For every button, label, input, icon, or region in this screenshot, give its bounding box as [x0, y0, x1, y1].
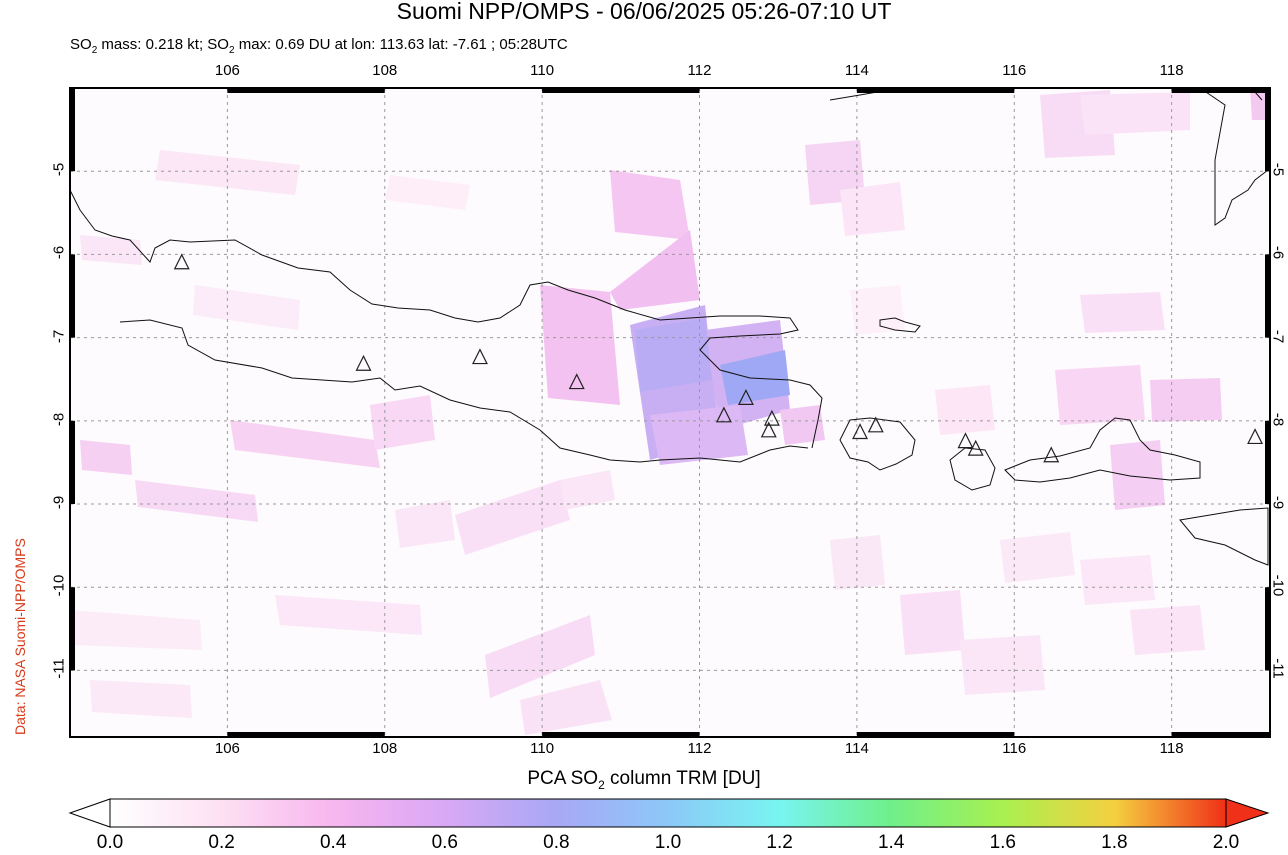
- volcano-triangle-icon: [715, 406, 732, 423]
- volcano-triangle-icon: [355, 354, 372, 371]
- colorbar-min-arrow: [68, 798, 111, 828]
- lat-label-left: -6: [50, 246, 68, 260]
- colorbar-label: PCA SO2 column TRM [DU]: [0, 768, 1288, 792]
- axis-bar-bottom: [542, 732, 700, 738]
- lat-label-right: -7: [1269, 329, 1287, 343]
- colorbar-tick-label: 0.8: [543, 832, 570, 853]
- lon-label-top: 112: [687, 62, 712, 79]
- lat-label-right: -8: [1269, 412, 1287, 426]
- volcano-triangle-icon: [957, 432, 974, 449]
- axis-bar-top: [856, 87, 1015, 93]
- lat-label-right: -11: [1269, 658, 1287, 680]
- summary-mid1: mass: 0.218 kt; SO: [97, 36, 229, 53]
- axis-bar-right: [1265, 587, 1271, 671]
- colorbar-tick-label: 0.2: [208, 832, 235, 853]
- volcano-markers: [173, 253, 1264, 463]
- axis-bar-left: [69, 587, 75, 671]
- colorbar-tick-label: 2.0: [1212, 832, 1240, 853]
- lon-label-bottom: 112: [687, 740, 712, 757]
- lon-label-bottom: 116: [1002, 740, 1027, 757]
- volcano-triangle-icon: [760, 421, 777, 438]
- lat-label-left: -8: [50, 412, 68, 426]
- lat-label-left: -5: [50, 163, 68, 177]
- colorbar-tick-label: 0.0: [96, 832, 124, 853]
- volcano-triangle-icon: [737, 389, 754, 405]
- lat-label-right: -10: [1269, 574, 1287, 597]
- volcano-triangle-icon: [763, 409, 780, 426]
- lon-label-bottom: 106: [214, 740, 240, 757]
- lon-label-top: 106: [214, 62, 240, 79]
- lat-label-left: -11: [50, 658, 68, 680]
- volcano-triangle-icon: [867, 416, 884, 433]
- axis-bar-right: [1265, 88, 1271, 172]
- axis-bars: [69, 87, 1271, 738]
- volcano-triangle-icon: [967, 439, 984, 456]
- summary-prefix: SO: [70, 36, 92, 53]
- axis-bar-bottom: [856, 732, 1015, 738]
- axis-bar-left: [69, 420, 75, 505]
- lon-label-bottom: 114: [844, 740, 869, 757]
- lon-label-top: 118: [1159, 62, 1184, 79]
- coastlines: [69, 87, 1269, 566]
- map-gridlines: [70, 88, 1270, 737]
- axis-bar-right: [1265, 420, 1271, 505]
- volcano-triangle-icon: [1247, 428, 1264, 445]
- summary-sub1: 2: [91, 45, 98, 56]
- colorbar-max-arrow: [1225, 798, 1270, 828]
- volcano-triangle-icon: [568, 373, 585, 390]
- lon-label-top: 108: [372, 62, 398, 79]
- axis-bar-right: [1265, 254, 1271, 338]
- cb-label-sub: 2: [598, 777, 605, 792]
- colorbar-tick-label: 1.0: [654, 832, 682, 853]
- colorbar-tick-label: 1.2: [766, 832, 793, 853]
- axis-bar-top: [542, 87, 700, 93]
- axis-bar-left: [69, 254, 75, 338]
- lat-label-right: -6: [1269, 246, 1287, 260]
- lon-label-bottom: 108: [372, 740, 398, 757]
- lon-label-top: 110: [530, 62, 555, 79]
- axis-bar-top: [1171, 87, 1270, 93]
- colorbar-tick-label: 1.6: [989, 832, 1017, 853]
- axis-bar-top: [227, 87, 385, 93]
- lon-label-top: 114: [844, 62, 869, 79]
- colorbar-tick-label: 0.4: [319, 832, 347, 853]
- summary-sub2: 2: [228, 45, 235, 56]
- colorbar-tick-label: 1.4: [877, 832, 905, 853]
- lat-label-left: -10: [50, 574, 68, 597]
- colorbar-tick-label: 0.6: [431, 832, 459, 853]
- volcano-triangle-icon: [852, 423, 869, 440]
- summary-mid2: max: 0.69 DU at lon: 113.63 lat: -7.61 ;…: [234, 36, 568, 53]
- lat-label-right: -5: [1269, 163, 1287, 177]
- volcano-triangle-icon: [173, 253, 190, 270]
- axis-bar-left: [69, 88, 75, 172]
- so2-summary: SO2 mass: 0.218 kt; SO2 max: 0.69 DU at …: [70, 36, 568, 56]
- lat-label-left: -9: [50, 495, 68, 510]
- lon-label-top: 116: [1002, 62, 1027, 79]
- lon-label-bottom: 118: [1159, 740, 1184, 757]
- axis-bar-bottom: [227, 732, 385, 738]
- cb-label-prefix: PCA SO: [527, 768, 599, 789]
- volcano-triangle-icon: [1043, 446, 1060, 463]
- axis-bar-bottom: [1171, 732, 1270, 738]
- map-title: Suomi NPP/OMPS - 06/06/2025 05:26-07:10 …: [396, 0, 892, 24]
- so2-pixels: [70, 88, 1268, 735]
- volcano-triangle-icon: [471, 348, 488, 365]
- lon-label-bottom: 110: [530, 740, 555, 757]
- colorbar-tick-label: 1.8: [1101, 832, 1128, 853]
- cb-label-suffix: column TRM [DU]: [604, 768, 761, 789]
- colorbar: [109, 798, 1227, 828]
- lat-label-left: -7: [50, 329, 68, 343]
- lat-label-right: -9: [1269, 495, 1287, 510]
